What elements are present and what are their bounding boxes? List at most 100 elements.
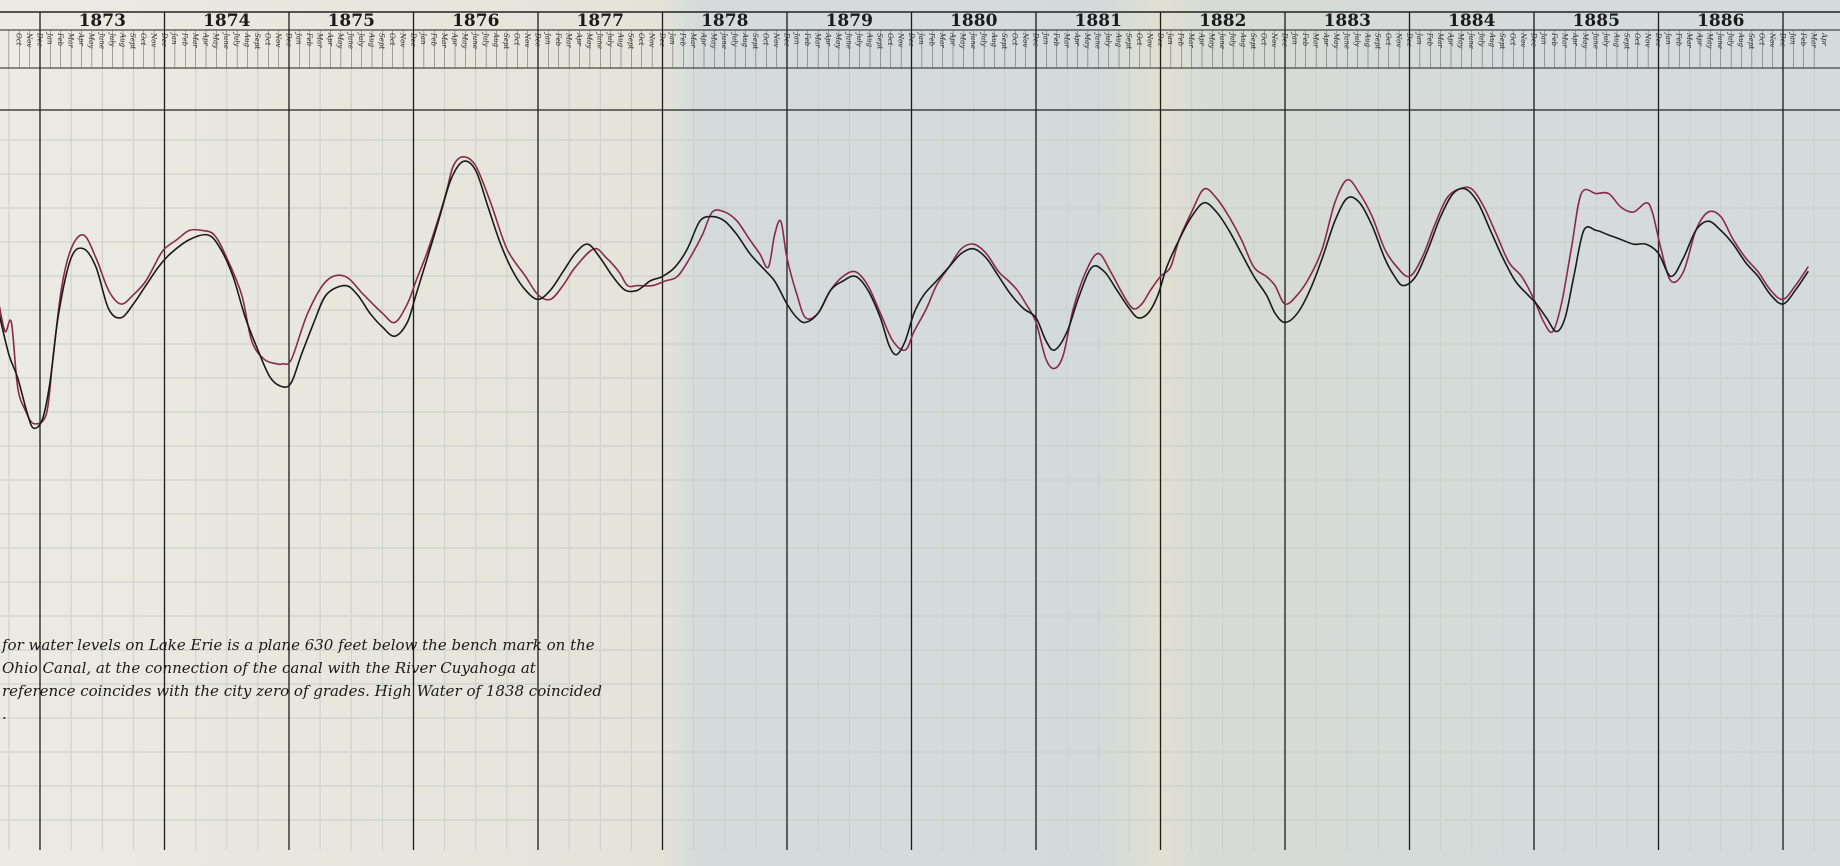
month-label: Oct: [264, 33, 272, 46]
month-label: May: [1457, 32, 1465, 49]
month-label: Apr: [77, 32, 85, 47]
month-label: Feb: [430, 32, 438, 47]
month-label: Nov: [398, 32, 406, 47]
month-label: Feb: [1052, 32, 1060, 47]
month-label: Jan: [1291, 31, 1299, 45]
month-label: May: [87, 32, 95, 49]
year-label: 1877: [577, 11, 624, 31]
month-label: Dec: [1156, 32, 1164, 47]
month-label: Aug: [118, 32, 126, 48]
month-label: June: [1094, 31, 1102, 49]
month-label: Mar: [1560, 32, 1568, 48]
month-label: Dec: [658, 32, 666, 47]
month-label: May: [1332, 32, 1340, 49]
minor-grid: [0, 68, 1840, 850]
month-label: Apr: [1322, 32, 1330, 47]
series-group: [0, 156, 1809, 430]
month-label: May: [1208, 32, 1216, 49]
year-label: 1874: [203, 11, 250, 31]
series-line-1: [0, 156, 1809, 425]
month-label: Sept: [1747, 33, 1755, 49]
month-label: Oct: [1509, 33, 1517, 46]
month-label: Nov: [25, 32, 33, 47]
month-label: Nov: [1768, 32, 1776, 47]
month-label: July: [1228, 31, 1236, 48]
month-label: Aug: [1737, 32, 1745, 48]
month-label: Sept: [378, 33, 386, 49]
month-label: July: [357, 31, 365, 48]
month-label: Dec: [1778, 32, 1786, 47]
month-label: Oct: [762, 33, 770, 46]
year-label: 1876: [452, 11, 499, 31]
month-label: Dec: [1031, 32, 1039, 47]
month-label: July: [855, 31, 863, 48]
month-label: Apr: [201, 32, 209, 47]
month-label: Mar: [1436, 32, 1444, 48]
month-label: Nov: [647, 32, 655, 47]
month-label: Feb: [1799, 32, 1807, 47]
month-label: July: [1602, 31, 1610, 48]
month-label: June: [1218, 31, 1226, 49]
month-label: Dec: [409, 32, 417, 47]
month-label: Feb: [928, 32, 936, 47]
month-label: Jan: [1789, 31, 1797, 45]
month-label: May: [710, 32, 718, 49]
month-label: Jan: [46, 31, 54, 45]
month-label: June: [98, 31, 106, 49]
month-label: Dec: [35, 32, 43, 47]
month-label: Dec: [1280, 32, 1288, 47]
month-label: Apr: [824, 32, 832, 47]
month-label: Dec: [160, 32, 168, 47]
month-label: Jan: [1166, 31, 1174, 45]
month-label: Sept: [129, 33, 137, 49]
month-label: Aug: [1114, 32, 1122, 48]
month-label: Sept: [1623, 33, 1631, 49]
month-label: June: [1716, 31, 1724, 49]
month-label: Nov: [274, 32, 282, 47]
month-label: Feb: [554, 32, 562, 47]
note-line: .: [2, 705, 7, 723]
month-label: Mar: [440, 32, 448, 48]
month-label: Jan: [419, 31, 427, 45]
month-label: Apr: [575, 32, 583, 47]
month-label: Mar: [813, 32, 821, 48]
year-label: 1880: [950, 11, 997, 31]
month-label: June: [471, 31, 479, 49]
month-label: Sept: [1498, 33, 1506, 49]
month-label: July: [730, 31, 738, 48]
month-label: Apr: [1820, 32, 1828, 47]
month-label: Aug: [1239, 32, 1247, 48]
month-label: Apr: [1571, 32, 1579, 47]
month-label: Dec: [1654, 32, 1662, 47]
month-label: Oct: [886, 33, 894, 46]
month-label: Jan: [1540, 31, 1548, 45]
month-label: June: [845, 31, 853, 49]
month-label: Dec: [907, 32, 915, 47]
month-label: Oct: [139, 33, 147, 46]
month-label: Mar: [1685, 32, 1693, 48]
month-label: Nov: [523, 32, 531, 47]
month-label: Apr: [326, 32, 334, 47]
note-line: Ohio Canal, at the connection of the can…: [2, 659, 537, 677]
month-label: Sept: [502, 33, 510, 49]
month-label: Aug: [367, 32, 375, 48]
month-label: Sept: [1249, 33, 1257, 49]
month-label: Nov: [149, 32, 157, 47]
month-label: May: [212, 32, 220, 49]
month-label: July: [1104, 31, 1112, 48]
month-label: Sept: [627, 33, 635, 49]
month-label: Mar: [66, 32, 74, 48]
month-label: Dec: [1405, 32, 1413, 47]
month-label: May: [1083, 32, 1091, 49]
month-label: Nov: [1270, 32, 1278, 47]
year-label: 1881: [1075, 11, 1122, 31]
month-label: Dec: [782, 32, 790, 47]
year-label: 1878: [701, 11, 748, 31]
month-label: June: [1343, 31, 1351, 49]
month-label: Feb: [1426, 32, 1434, 47]
month-label: Dec: [284, 32, 292, 47]
